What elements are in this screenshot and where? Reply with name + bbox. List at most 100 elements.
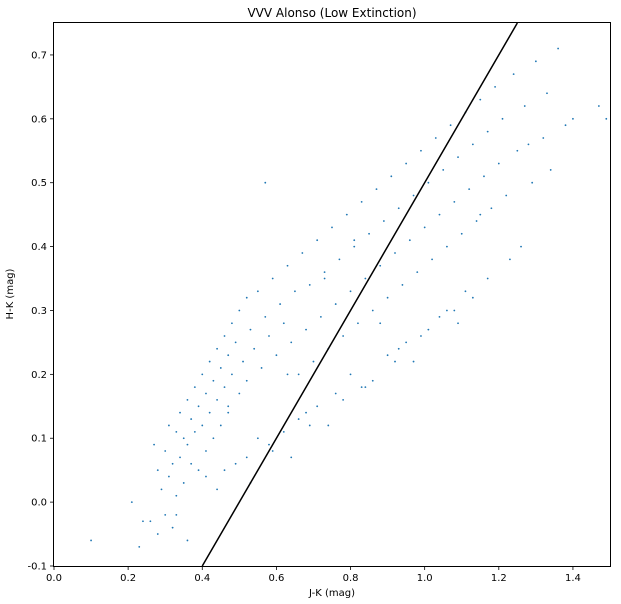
data-point — [446, 245, 448, 248]
data-point — [193, 386, 196, 389]
data-point — [490, 207, 493, 210]
data-point — [231, 373, 233, 376]
data-point — [342, 335, 345, 337]
data-point — [494, 85, 496, 88]
data-point — [223, 386, 226, 389]
data-point — [353, 245, 356, 248]
data-point — [201, 373, 204, 376]
data-point — [216, 399, 218, 401]
data-point — [168, 475, 170, 478]
data-point — [431, 258, 433, 261]
data-point — [297, 418, 300, 420]
data-point — [549, 169, 552, 171]
data-point — [316, 239, 319, 242]
data-point — [468, 188, 471, 190]
data-point — [216, 347, 218, 350]
data-point — [238, 392, 241, 395]
data-point — [520, 245, 522, 248]
y-tick-label: 0.6 — [31, 114, 47, 125]
data-point — [412, 360, 415, 363]
x-tick-label: 0.0 — [46, 573, 62, 584]
data-point — [197, 469, 200, 472]
data-point — [227, 405, 230, 408]
data-point — [479, 213, 482, 216]
data-point — [360, 386, 363, 389]
data-point — [434, 137, 437, 139]
data-point — [394, 252, 396, 254]
data-point — [405, 162, 408, 165]
data-point — [223, 469, 226, 472]
data-point — [542, 137, 545, 139]
data-point — [279, 303, 282, 305]
data-point — [397, 207, 400, 210]
data-point — [460, 232, 463, 235]
data-point — [516, 149, 519, 152]
data-point — [349, 373, 352, 376]
y-axis-ticks: -0.1 0.0 0.1 0.2 0.3 0.4 0.5 0.6 0.7 — [27, 50, 54, 573]
data-point — [475, 220, 478, 222]
data-point — [360, 200, 363, 203]
data-point — [242, 360, 244, 363]
data-point — [379, 322, 382, 325]
data-point — [186, 399, 189, 401]
data-point — [453, 309, 456, 312]
data-point — [179, 411, 181, 414]
y-tick-label: -0.1 — [27, 562, 47, 573]
data-point — [205, 475, 207, 478]
data-point — [245, 296, 248, 299]
data-point — [397, 347, 400, 350]
data-point — [260, 367, 263, 369]
data-point — [597, 105, 600, 107]
data-point — [471, 143, 474, 146]
data-point — [175, 494, 178, 497]
data-point — [305, 328, 307, 331]
data-point — [557, 47, 560, 50]
data-point — [294, 290, 296, 293]
data-point — [264, 181, 267, 184]
y-tick-label: 0.5 — [31, 178, 47, 189]
data-point — [149, 520, 152, 523]
data-point — [486, 277, 489, 280]
data-point — [175, 430, 178, 433]
data-point — [523, 105, 526, 107]
data-point — [253, 347, 256, 350]
x-tick-label: 1.4 — [565, 573, 581, 584]
data-point — [501, 117, 504, 120]
data-point — [534, 60, 537, 63]
data-point — [290, 456, 293, 459]
data-point — [90, 539, 92, 542]
data-point — [282, 322, 285, 325]
plot-frame — [53, 22, 611, 567]
data-point — [442, 169, 445, 171]
data-point — [205, 392, 207, 395]
data-point — [286, 373, 289, 376]
data-point — [427, 328, 430, 331]
data-point — [190, 418, 193, 420]
data-point — [238, 309, 241, 312]
data-point — [338, 258, 341, 261]
data-point — [319, 315, 322, 318]
data-point — [164, 513, 167, 516]
data-point — [531, 181, 534, 184]
data-point — [345, 213, 348, 216]
data-point — [264, 315, 267, 318]
data-point — [323, 277, 326, 280]
y-axis-label: H-K (mag) — [5, 268, 16, 319]
data-point — [386, 354, 389, 357]
data-point — [509, 258, 511, 261]
data-point — [483, 175, 485, 178]
data-point — [245, 456, 248, 459]
data-point — [193, 430, 196, 433]
data-point — [457, 156, 459, 159]
trend-line — [201, 23, 518, 566]
data-point — [156, 469, 159, 472]
y-tick-label: 0.7 — [31, 50, 47, 61]
data-point — [446, 309, 448, 312]
data-point — [394, 360, 396, 363]
data-point — [171, 526, 174, 529]
data-point — [256, 290, 259, 293]
data-point — [342, 399, 345, 401]
data-point — [564, 124, 567, 127]
data-point — [479, 98, 482, 101]
data-point — [282, 430, 285, 433]
